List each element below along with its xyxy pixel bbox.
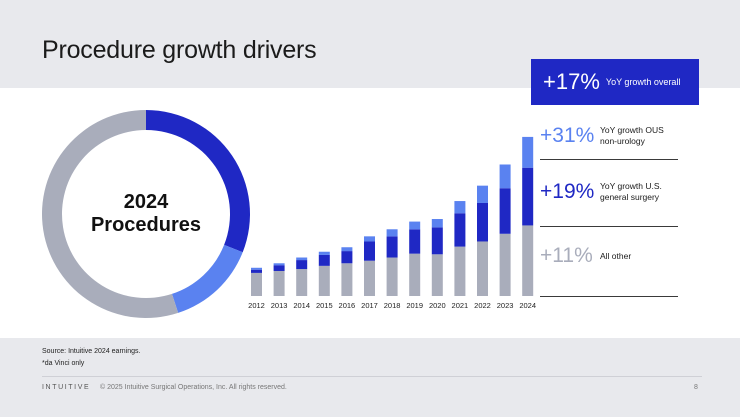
bar-2015-series-2 [318, 251, 330, 255]
callout-ous-desc-line2: non-urology [600, 136, 645, 146]
callout-ous-desc-line1: YoY growth OUS [600, 125, 664, 135]
bar-2016-series-0 [341, 263, 353, 296]
bar-2016-series-2 [341, 247, 353, 252]
bar-2017-series-1 [364, 241, 375, 261]
divider-other [540, 296, 678, 297]
callout-ous-pct: +31% [540, 124, 595, 147]
bar-2017-series-0 [364, 260, 375, 296]
bar-2022-series-2 [477, 185, 488, 203]
x-tick-2018: 2018 [384, 301, 401, 310]
callout-other-pct: +11% [540, 244, 593, 267]
page-number: 8 [694, 384, 698, 391]
callout-overall-desc: YoY growth overall [605, 77, 681, 87]
donut-year: 2024 [123, 191, 169, 213]
bar-2015-series-0 [318, 265, 330, 296]
callout-ous: +31% YoY growth OUS non-urology [540, 121, 678, 151]
copyright-text: © 2025 Intuitive Surgical Operations, In… [100, 384, 287, 391]
divider-us [540, 226, 678, 227]
bar-2020-series-2 [431, 219, 443, 228]
bar-2019-series-2 [409, 221, 421, 230]
bar-2018-series-2 [386, 229, 398, 237]
x-tick-2022: 2022 [474, 301, 491, 310]
donut-slice-0 [146, 110, 251, 253]
bar-2024-series-2 [522, 136, 534, 168]
bar-2012-series-2 [251, 267, 262, 270]
callout-other: +11% All other [540, 241, 678, 271]
callout-overall-pct: +17% [543, 69, 600, 94]
bar-2014-series-1 [296, 260, 308, 270]
bar-2024-series-1 [522, 167, 534, 226]
callout-us-desc-line1: YoY growth U.S. [600, 181, 662, 191]
x-tick-2014: 2014 [293, 301, 310, 310]
bar-2013-series-0 [273, 270, 285, 296]
bar-2016-series-1 [341, 251, 353, 264]
bar-2012-series-0 [251, 272, 262, 296]
callout-us-desc: YoY growth U.S. general surgery [600, 181, 662, 203]
bar-2019-series-0 [409, 253, 421, 296]
x-tick-2013: 2013 [271, 301, 288, 310]
bar-2023-series-1 [499, 188, 511, 234]
donut-slice-1 [171, 244, 243, 313]
bar-2017-series-2 [364, 236, 375, 242]
callout-us-desc-line2: general surgery [600, 192, 660, 202]
bar-2014-series-2 [296, 257, 308, 261]
donut-caption: Procedures [90, 214, 202, 236]
bar-2021-series-2 [454, 201, 466, 214]
callout-ous-desc: YoY growth OUS non-urology [600, 125, 664, 147]
bar-2014-series-0 [296, 269, 308, 296]
x-tick-2012: 2012 [248, 301, 265, 310]
source-note: Source: Intuitive 2024 earnings. [42, 348, 141, 355]
slide-title: Procedure growth drivers [42, 36, 317, 64]
x-tick-2020: 2020 [429, 301, 446, 310]
x-tick-2017: 2017 [361, 301, 378, 310]
x-tick-2021: 2021 [452, 301, 469, 310]
bar-2023-series-0 [499, 233, 511, 296]
x-tick-2016: 2016 [339, 301, 356, 310]
x-tick-2023: 2023 [497, 301, 514, 310]
bar-2019-series-1 [409, 229, 421, 254]
divider-ous [540, 159, 678, 160]
footer-divider [42, 376, 702, 377]
bar-2018-series-1 [386, 236, 398, 258]
x-tick-2015: 2015 [316, 301, 333, 310]
bar-2015-series-1 [318, 254, 330, 266]
bar-2013-series-2 [273, 263, 285, 266]
callout-us-pct: +19% [540, 180, 595, 203]
bar-2013-series-1 [273, 265, 285, 271]
bar-2024-series-0 [522, 225, 534, 296]
bar-2020-series-0 [431, 254, 443, 296]
bar-2018-series-0 [386, 257, 398, 296]
footnote: *da Vinci only [42, 360, 85, 367]
x-tick-2019: 2019 [406, 301, 423, 310]
x-tick-2024: 2024 [519, 301, 536, 310]
procedures-donut-chart [42, 110, 251, 318]
bar-2022-series-1 [477, 202, 488, 242]
bar-2020-series-1 [431, 227, 443, 255]
callout-us: +19% YoY growth U.S. general surgery [540, 177, 678, 207]
bar-2012-series-1 [251, 269, 262, 273]
bar-2021-series-1 [454, 213, 466, 247]
callout-overall: +17% YoY growth overall [531, 59, 699, 105]
bar-2022-series-0 [477, 241, 488, 296]
bar-2023-series-2 [499, 164, 511, 189]
callout-other-desc: All other [600, 250, 632, 261]
donut-slice-2 [42, 110, 179, 318]
intuitive-logo: INTUITIVE [42, 384, 91, 391]
bar-2021-series-0 [454, 246, 466, 296]
donut-center-label: 2024 Procedures [40, 108, 252, 320]
